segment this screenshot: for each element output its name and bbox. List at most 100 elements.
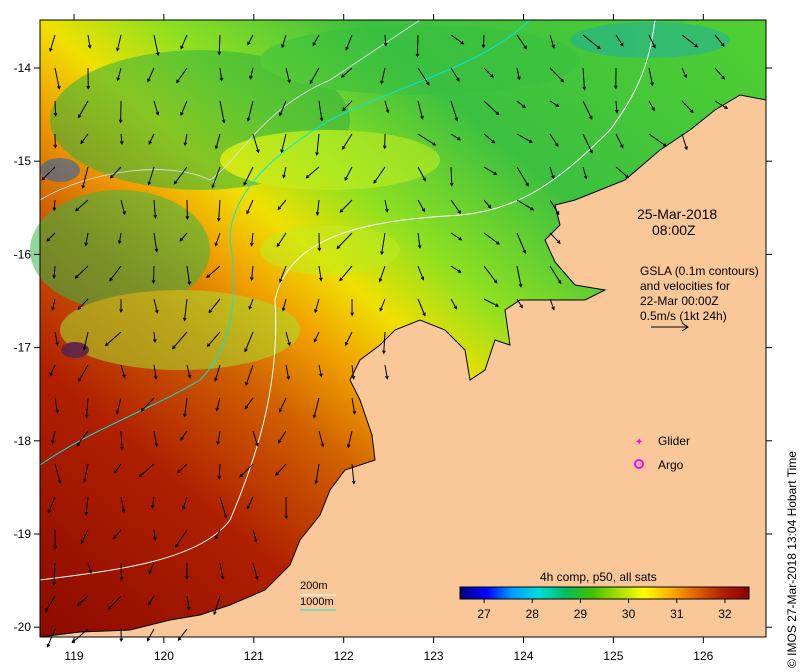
velocity-arrow xyxy=(380,67,386,84)
velocity-arrow xyxy=(180,100,188,116)
colorbar-tick-label: 27 xyxy=(477,607,491,621)
velocity-arrow-head xyxy=(385,375,389,380)
velocity-arrow xyxy=(681,100,694,113)
velocity-arrow xyxy=(48,496,56,513)
velocity-arrow-head xyxy=(724,105,729,109)
velocity-arrow-head xyxy=(155,52,160,57)
velocity-arrow xyxy=(219,562,224,579)
velocity-arrow-head xyxy=(217,51,222,56)
velocity-arrow xyxy=(153,232,158,252)
velocity-arrow-head xyxy=(150,504,155,510)
velocity-arrow-head xyxy=(557,280,562,285)
velocity-arrow xyxy=(278,430,287,443)
velocity-arrow xyxy=(153,265,155,284)
velocity-arrow xyxy=(351,364,355,379)
velocity-arrow xyxy=(285,364,290,380)
velocity-arrow-head xyxy=(246,117,251,122)
velocity-arrow xyxy=(681,133,688,150)
velocity-arrow-head xyxy=(52,274,57,279)
velocity-arrow xyxy=(450,265,462,273)
velocity-arrow xyxy=(681,67,687,78)
velocity-arrow-head xyxy=(277,206,282,211)
velocity-arrow-head xyxy=(287,342,291,347)
colorbar-tick-label: 28 xyxy=(526,607,540,621)
velocity-arrow xyxy=(138,463,155,478)
velocity-arrow xyxy=(516,34,527,49)
velocity-arrow-head xyxy=(216,441,220,446)
velocity-arrow-head xyxy=(255,442,259,447)
velocity-arrow xyxy=(148,133,155,145)
velocity-arrow xyxy=(218,463,221,479)
velocity-arrow xyxy=(450,298,457,309)
velocity-arrow xyxy=(246,496,254,509)
velocity-arrow-head xyxy=(456,77,460,82)
velocity-arrow-head xyxy=(53,545,58,550)
velocity-arrow xyxy=(318,430,324,447)
velocity-arrow-head xyxy=(420,276,425,281)
velocity-arrow-head xyxy=(420,115,424,120)
velocity-arrow-head xyxy=(385,208,389,213)
velocity-arrow xyxy=(450,133,461,141)
velocity-arrow-head xyxy=(46,237,51,242)
velocity-arrow-head xyxy=(555,103,560,108)
velocity-arrow-head xyxy=(154,443,159,448)
velocity-arrow xyxy=(53,265,56,278)
velocity-arrow-head xyxy=(119,309,123,313)
velocity-arrow-head xyxy=(206,343,211,348)
velocity-arrow-head xyxy=(453,305,457,310)
timestamp-date: 25-Mar-2018 xyxy=(637,206,718,222)
velocity-arrow-head xyxy=(614,109,619,114)
velocity-arrow xyxy=(318,364,322,377)
velocity-arrow-head xyxy=(172,345,176,350)
velocity-arrow xyxy=(516,166,529,187)
velocity-arrow-head xyxy=(117,240,122,245)
velocity-arrow xyxy=(109,265,122,282)
velocity-arrow xyxy=(516,298,523,308)
y-tick-label: -19 xyxy=(14,527,32,541)
velocity-arrow xyxy=(83,331,89,350)
velocity-arrow-head xyxy=(140,407,145,412)
velocity-arrow xyxy=(648,67,654,86)
map-frame xyxy=(39,19,767,638)
velocity-arrow-head xyxy=(155,111,160,116)
velocity-arrow-head xyxy=(336,245,341,250)
velocity-arrow xyxy=(245,364,254,386)
velocity-arrow xyxy=(54,397,59,413)
velocity-arrow-head xyxy=(86,85,91,90)
velocity-arrow xyxy=(417,166,426,181)
velocity-arrow-head xyxy=(52,207,57,212)
velocity-arrow xyxy=(339,265,353,281)
velocity-arrow-head xyxy=(281,307,286,312)
velocity-arrow xyxy=(148,166,155,185)
velocity-arrow xyxy=(87,34,91,48)
velocity-arrow-head xyxy=(223,514,228,519)
velocity-arrow xyxy=(219,496,227,518)
velocity-arrow-head xyxy=(597,45,601,50)
velocity-arrow-head xyxy=(315,211,320,216)
velocity-arrow-head xyxy=(345,46,349,51)
velocity-arrow-head xyxy=(560,78,565,83)
velocity-arrow xyxy=(217,430,221,445)
velocity-arrow xyxy=(516,100,526,108)
velocity-arrow xyxy=(117,67,122,81)
velocity-arrow xyxy=(516,265,522,287)
contour-1000m xyxy=(39,19,531,466)
velocity-arrow xyxy=(239,463,254,478)
velocity-arrow-head xyxy=(352,410,357,415)
velocity-arrow xyxy=(45,595,56,612)
contour-gsla xyxy=(39,19,421,201)
velocity-arrow xyxy=(49,34,56,52)
velocity-arrow-head xyxy=(551,175,555,180)
velocity-arrow-head xyxy=(551,306,555,311)
velocity-arrow-head xyxy=(583,175,588,180)
velocity-arrow xyxy=(615,100,618,113)
velocity-arrow xyxy=(482,34,485,48)
velocity-arrow-head xyxy=(454,117,459,122)
velocity-arrow-head xyxy=(684,146,688,151)
velocity-arrow xyxy=(146,628,155,642)
velocity-arrow-head xyxy=(378,278,383,283)
velocity-arrow xyxy=(384,364,388,379)
velocity-arrow-head xyxy=(46,643,51,648)
velocity-arrow xyxy=(216,397,221,411)
velocity-arrow xyxy=(147,67,155,82)
